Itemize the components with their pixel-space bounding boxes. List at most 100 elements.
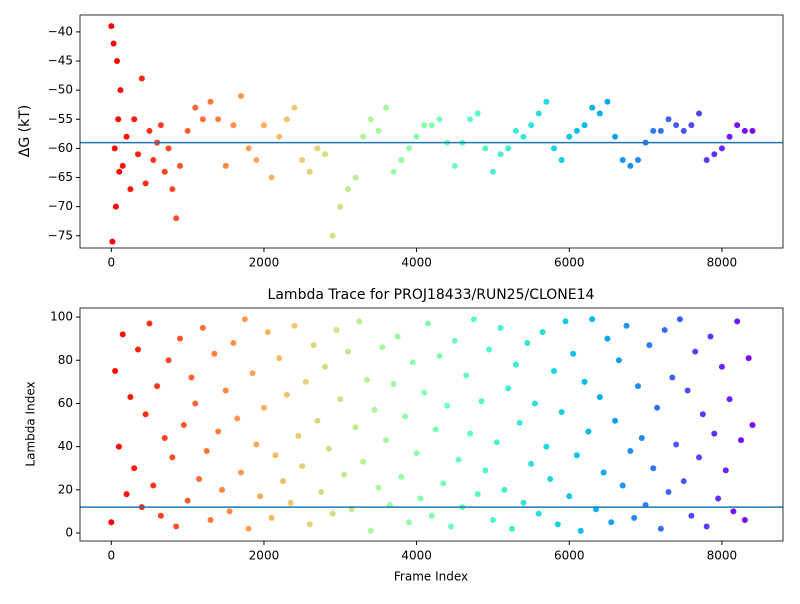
point <box>207 517 214 524</box>
point <box>482 145 489 152</box>
point <box>585 428 592 435</box>
point <box>428 512 435 519</box>
point <box>188 374 195 381</box>
point <box>455 456 462 463</box>
point <box>684 387 691 394</box>
point <box>215 428 222 435</box>
point <box>238 92 245 99</box>
x-tick-label: 4000 <box>401 256 432 270</box>
point <box>711 430 718 437</box>
point <box>512 127 519 134</box>
point <box>276 355 283 362</box>
point <box>196 476 203 483</box>
point <box>375 127 382 134</box>
y-tick-label: −60 <box>48 141 73 155</box>
point <box>497 324 504 331</box>
point <box>260 404 267 411</box>
x-tick-label: 4000 <box>401 549 432 563</box>
point <box>245 525 252 532</box>
point <box>108 23 115 30</box>
point <box>119 162 126 169</box>
point <box>711 151 718 158</box>
point <box>516 419 523 426</box>
point <box>612 417 619 424</box>
point <box>581 122 588 129</box>
point <box>738 437 745 444</box>
point <box>486 346 493 353</box>
point <box>306 168 313 175</box>
point <box>696 110 703 117</box>
point <box>157 512 164 519</box>
point <box>749 127 756 134</box>
point <box>589 316 596 323</box>
y-tick-label: 20 <box>58 482 73 496</box>
point <box>230 122 237 129</box>
point <box>699 411 706 418</box>
point <box>444 402 451 409</box>
point <box>329 510 336 517</box>
point <box>558 157 565 164</box>
point <box>215 116 222 123</box>
point <box>241 316 248 323</box>
chart-title: Lambda Trace for PROJ18433/RUN25/CLONE14 <box>268 287 595 303</box>
point <box>589 104 596 111</box>
point <box>318 488 325 495</box>
point <box>184 127 191 134</box>
point <box>566 133 573 140</box>
point <box>344 348 351 355</box>
point <box>718 145 725 152</box>
point <box>596 393 603 400</box>
point <box>287 499 294 506</box>
point <box>673 441 680 448</box>
point <box>135 151 142 158</box>
point <box>264 329 271 336</box>
point <box>383 437 390 444</box>
point <box>654 404 661 411</box>
point <box>341 471 348 478</box>
point <box>165 357 172 364</box>
point <box>467 116 474 123</box>
point <box>199 116 206 123</box>
axes-frame <box>79 307 784 542</box>
point <box>581 378 588 385</box>
point <box>509 525 516 532</box>
point <box>535 110 542 117</box>
point <box>573 127 580 134</box>
point <box>402 413 409 420</box>
point <box>505 145 512 152</box>
point <box>268 514 275 521</box>
point <box>562 318 569 325</box>
x-tick-label: 8000 <box>707 256 738 270</box>
point <box>367 527 374 534</box>
point <box>623 322 630 329</box>
point <box>157 122 164 129</box>
point <box>360 133 367 140</box>
point <box>741 517 748 524</box>
point <box>528 460 535 467</box>
point <box>413 133 420 140</box>
point <box>276 133 283 140</box>
point <box>650 127 657 134</box>
y-tick-label: −65 <box>48 170 73 184</box>
point <box>505 385 512 392</box>
point <box>615 357 622 364</box>
point <box>722 467 729 474</box>
point <box>161 434 168 441</box>
point <box>474 110 481 117</box>
point <box>291 104 298 111</box>
point <box>375 484 382 491</box>
point <box>322 363 329 370</box>
point <box>703 157 710 164</box>
point <box>173 523 180 530</box>
point <box>142 411 149 418</box>
point <box>680 127 687 134</box>
point <box>470 316 477 323</box>
point <box>676 316 683 323</box>
point <box>131 116 138 123</box>
point <box>600 469 607 476</box>
x-tick-label: 2000 <box>249 256 280 270</box>
point <box>371 406 378 413</box>
point <box>718 363 725 370</box>
point <box>123 491 130 498</box>
